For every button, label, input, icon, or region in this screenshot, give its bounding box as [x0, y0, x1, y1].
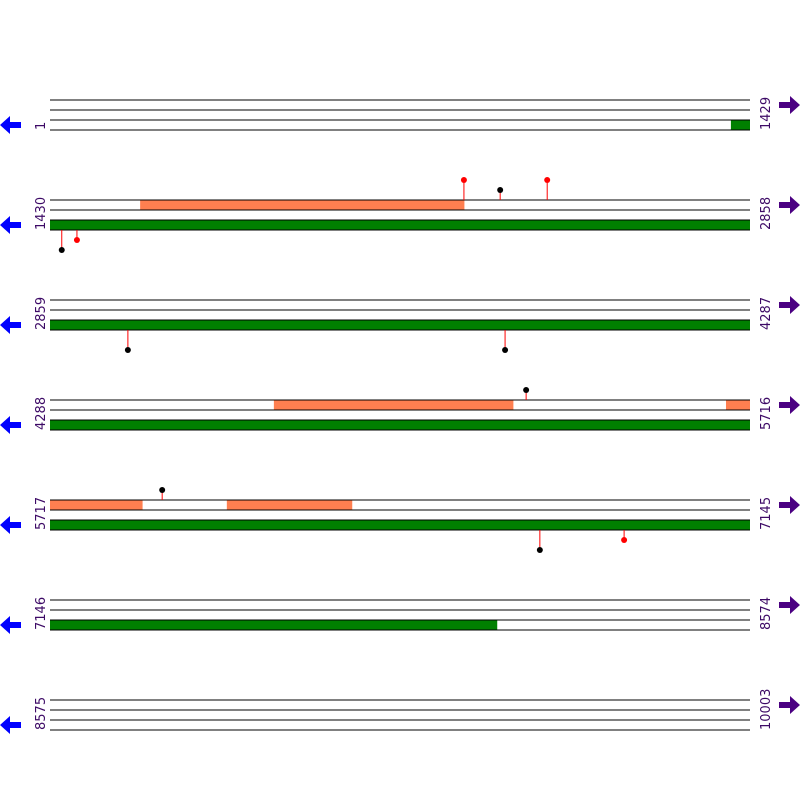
right-arrow[interactable] [779, 196, 800, 214]
site [159, 487, 166, 493]
row-end: 2858 [759, 197, 774, 230]
row-start: 8575 [34, 697, 49, 730]
region [50, 520, 750, 530]
site [497, 187, 504, 193]
row-end: 10003 [759, 689, 774, 730]
left-arrow[interactable] [0, 316, 21, 334]
row-start: 1430 [34, 197, 49, 230]
left-arrow[interactable] [0, 416, 21, 434]
row-end: 1429 [759, 97, 774, 130]
left-arrow[interactable] [0, 616, 21, 634]
row-start: 5717 [34, 497, 49, 530]
row-start: 1 [34, 122, 49, 130]
right-arrow[interactable] [779, 296, 800, 314]
region [273, 400, 514, 410]
region [50, 320, 750, 330]
left-arrow[interactable] [0, 216, 21, 234]
site [73, 237, 80, 243]
right-arrow[interactable] [779, 696, 800, 714]
row-start: 2859 [34, 297, 49, 330]
left-arrow[interactable] [0, 116, 21, 134]
site [523, 387, 530, 393]
site [502, 347, 509, 353]
region [226, 500, 353, 510]
region [50, 620, 498, 630]
right-arrow[interactable] [779, 96, 800, 114]
region [140, 200, 465, 210]
row-end: 4287 [759, 297, 774, 330]
region [725, 400, 750, 410]
row-end: 7145 [759, 497, 774, 530]
region [50, 220, 750, 230]
region [50, 420, 750, 430]
row-start: 4288 [34, 397, 49, 430]
site [58, 247, 65, 253]
region [50, 500, 143, 510]
site [544, 177, 551, 183]
site [621, 537, 628, 543]
site [124, 347, 131, 353]
right-arrow[interactable] [779, 396, 800, 414]
right-arrow[interactable] [779, 596, 800, 614]
row-end: 8574 [759, 597, 774, 630]
region [730, 120, 750, 130]
site [536, 547, 543, 553]
left-arrow[interactable] [0, 716, 21, 734]
row-start: 7146 [34, 597, 49, 630]
right-arrow[interactable] [779, 496, 800, 514]
site [460, 177, 467, 183]
row-end: 5716 [759, 397, 774, 430]
left-arrow[interactable] [0, 516, 21, 534]
